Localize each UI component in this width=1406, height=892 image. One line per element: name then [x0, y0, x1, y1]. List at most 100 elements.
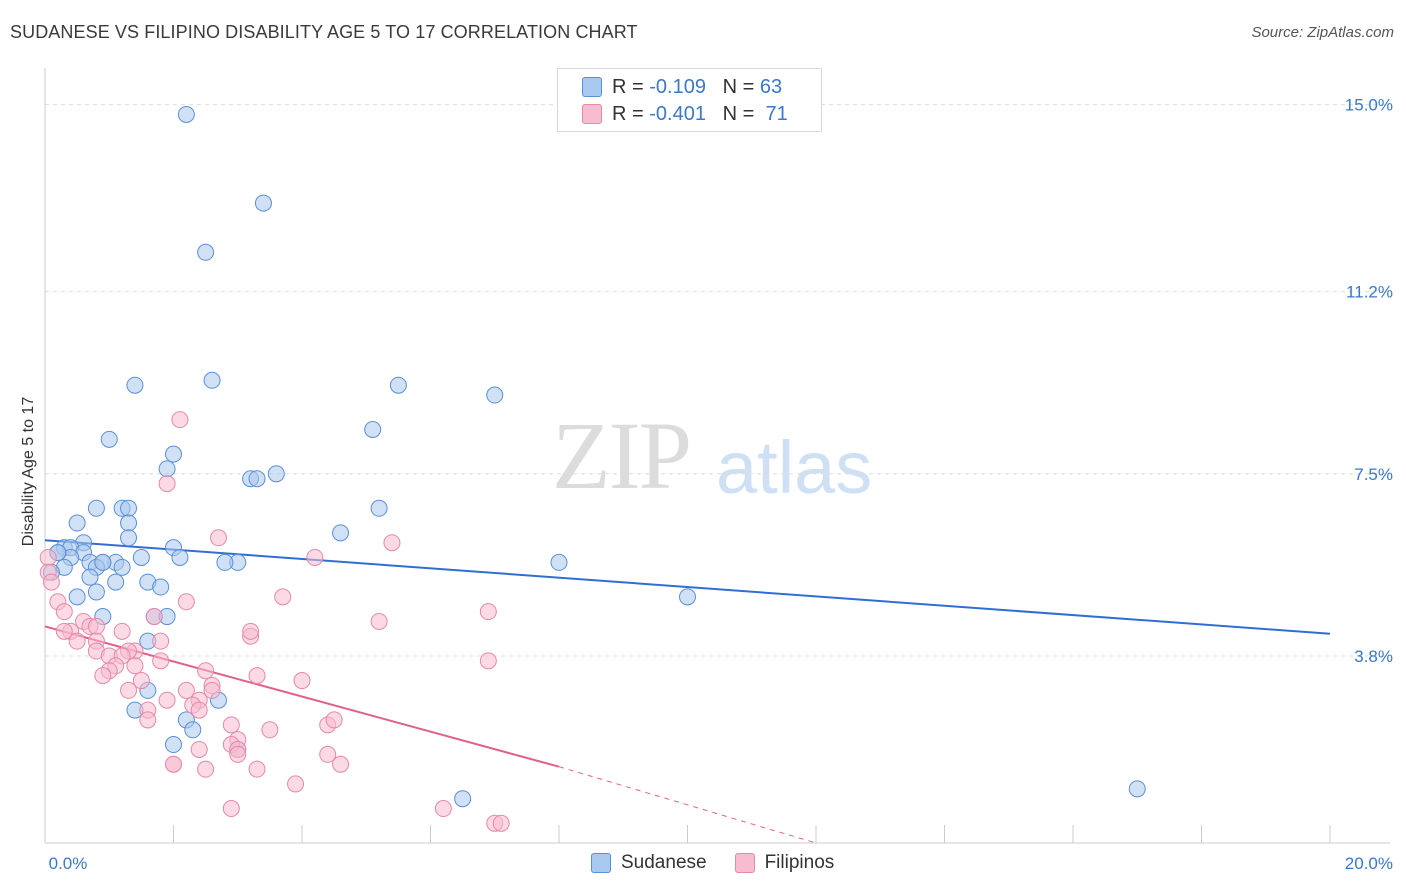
point-filipinos: [434, 800, 452, 818]
point-sudanese: [550, 553, 568, 571]
point-filipinos: [87, 617, 105, 635]
point-filipinos: [94, 667, 112, 685]
point-filipinos: [177, 593, 195, 611]
y-tick-label: 15.0%: [1345, 96, 1393, 115]
point-filipinos: [158, 475, 176, 493]
point-filipinos: [55, 622, 73, 640]
point-filipinos: [222, 800, 240, 818]
point-sudanese: [68, 514, 86, 532]
point-sudanese: [216, 553, 234, 571]
point-sudanese: [364, 421, 382, 439]
legend-label-filipinos: Filipinos: [764, 852, 835, 873]
watermark-zip: ZIP: [552, 402, 692, 509]
point-filipinos: [145, 608, 163, 626]
point-filipinos: [113, 622, 131, 640]
legend-swatch-sudanese: [591, 853, 611, 873]
legend-r-value-filipinos: -0.401: [649, 102, 706, 125]
legend-row-sudanese: R = -0.109 N = 63: [582, 75, 782, 99]
point-sudanese: [332, 524, 350, 542]
point-filipinos: [139, 711, 157, 729]
point-filipinos: [171, 411, 189, 429]
point-filipinos: [42, 573, 60, 591]
point-filipinos: [222, 716, 240, 734]
point-sudanese: [171, 548, 189, 566]
point-sudanese: [87, 499, 105, 517]
y-axis-label: Disability Age 5 to 17: [20, 397, 37, 547]
point-sudanese: [197, 243, 215, 261]
legend-r-label: R =: [612, 102, 644, 125]
chart-title: SUDANESE VS FILIPINO DISABILITY AGE 5 TO…: [10, 22, 638, 42]
source-label: Source: ZipAtlas.com: [1251, 24, 1394, 41]
legend-swatch-sudanese: [582, 77, 602, 97]
axes: [44, 68, 1390, 844]
grid-lines: [45, 104, 1390, 657]
point-filipinos: [197, 662, 215, 680]
trend-lines: [44, 539, 1331, 844]
point-filipinos: [242, 622, 260, 640]
axis-labels: 3.8% 7.5% 11.2% 15.0% 0.0% 20.0% Disability Ag…: [20, 96, 1393, 873]
point-filipinos: [120, 681, 138, 699]
point-filipinos: [248, 667, 266, 685]
point-sudanese: [113, 558, 131, 576]
legend-swatch-filipinos: [582, 104, 602, 124]
x-tick-label: 20.0%: [1345, 854, 1393, 873]
trendline-filipinos-dashed: [558, 766, 817, 844]
point-filipinos: [248, 760, 266, 778]
point-filipinos: [479, 603, 497, 621]
point-filipinos: [209, 529, 227, 547]
legend-row-filipinos: R = -0.401 N = 71: [582, 102, 788, 126]
y-tick-label: 3.8%: [1354, 647, 1393, 666]
point-filipinos: [126, 657, 144, 675]
point-filipinos: [319, 745, 337, 763]
legend-n-label: N =: [722, 75, 755, 98]
point-sudanese: [132, 548, 150, 566]
legend-label-sudanese: Sudanese: [621, 852, 707, 873]
point-filipinos: [306, 548, 324, 566]
legend-n-label: N =: [722, 102, 755, 125]
point-sudanese: [184, 721, 202, 739]
point-filipinos: [370, 612, 388, 630]
point-filipinos: [197, 760, 215, 778]
point-filipinos: [261, 721, 279, 739]
legend-n-value-filipinos: 71: [765, 102, 788, 125]
trendline-sudanese: [44, 539, 1331, 635]
point-filipinos: [68, 632, 86, 650]
legend-n-value-sudanese: 63: [759, 75, 783, 98]
point-sudanese: [267, 465, 285, 483]
point-sudanese: [165, 445, 182, 463]
point-sudanese: [68, 588, 86, 606]
point-filipinos: [177, 681, 195, 699]
point-filipinos: [190, 701, 208, 719]
point-sudanese: [454, 790, 472, 808]
point-filipinos: [274, 588, 292, 606]
point-sudanese: [1128, 780, 1146, 798]
point-sudanese: [248, 470, 266, 488]
point-sudanese: [486, 386, 504, 404]
point-filipinos: [165, 755, 182, 773]
point-sudanese: [152, 578, 170, 596]
point-filipinos: [203, 681, 221, 699]
watermark-atlas: atlas: [716, 426, 873, 509]
point-sudanese: [94, 553, 112, 571]
point-filipinos: [332, 755, 350, 773]
legend-item-filipinos[interactable]: Filipinos: [734, 852, 835, 874]
point-filipinos: [229, 745, 247, 763]
point-sudanese: [120, 514, 138, 532]
point-filipinos: [383, 534, 401, 552]
legend-item-sudanese[interactable]: Sudanese: [591, 852, 707, 874]
point-sudanese: [370, 499, 388, 517]
point-sudanese: [107, 573, 125, 591]
point-filipinos: [492, 814, 510, 832]
data-points: [39, 105, 1146, 832]
point-sudanese: [120, 529, 138, 547]
point-filipinos: [190, 740, 208, 758]
point-sudanese: [254, 194, 272, 212]
point-filipinos: [55, 603, 73, 621]
point-sudanese: [100, 430, 118, 448]
correlation-legend: R = -0.109 N = 63 R = -0.401 N = 71: [557, 68, 822, 132]
legend-swatch-filipinos: [734, 853, 755, 873]
point-sudanese: [165, 736, 182, 754]
point-sudanese: [679, 588, 696, 606]
point-filipinos: [152, 652, 170, 670]
